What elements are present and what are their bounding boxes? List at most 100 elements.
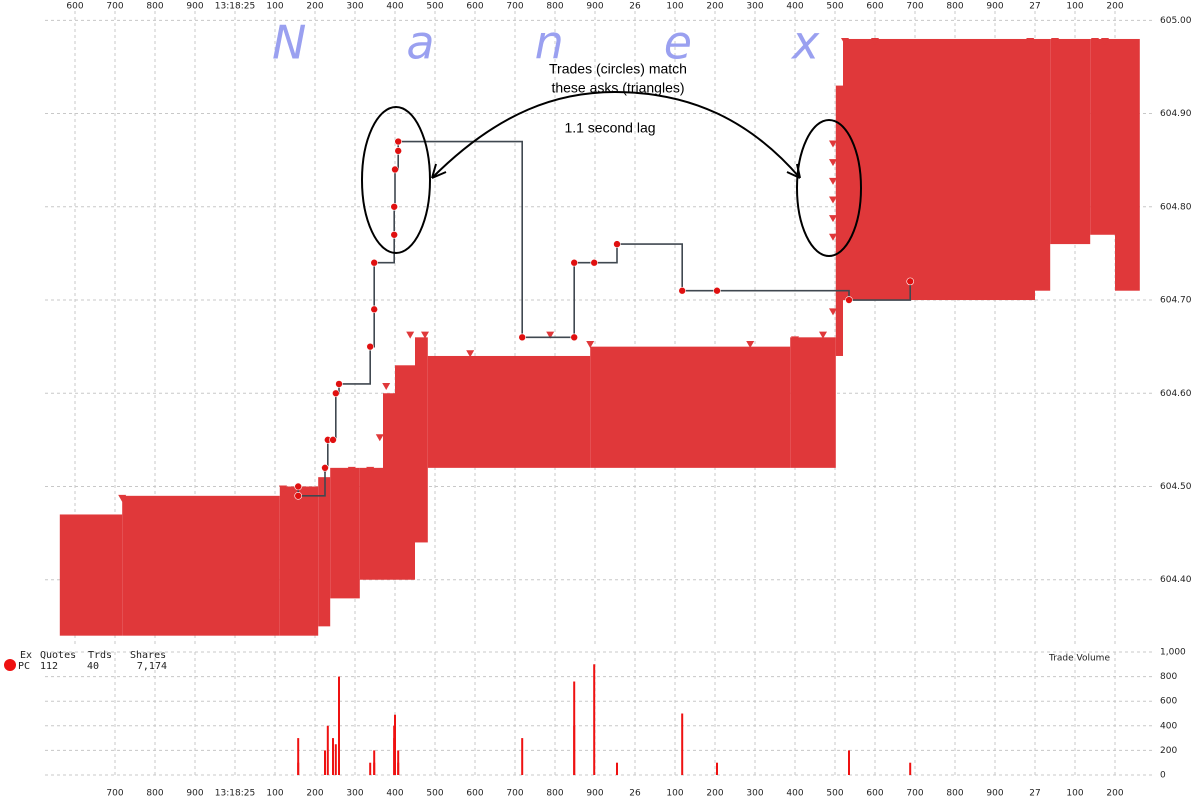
volume-bar [297, 762, 300, 775]
x-tick-label: 200 [1106, 2, 1123, 12]
x-tick-label: 600 [466, 789, 483, 799]
trade [321, 464, 329, 472]
ask-marker [1051, 37, 1059, 45]
exchange-dot [4, 659, 16, 671]
y-tick-label: 605.00 [1160, 16, 1192, 26]
ask-marker [382, 382, 391, 390]
x-tick-label: 500 [826, 2, 843, 12]
data-layer [59, 37, 1140, 775]
x-tick-label: 500 [426, 789, 443, 799]
y-tick-label: 400 [1160, 721, 1177, 731]
trade [335, 380, 343, 388]
volume-bar [397, 762, 400, 775]
volume-title: Trade Volume [1048, 654, 1110, 664]
annotation-text: Trades (circles) match [549, 61, 687, 77]
x-tick-label: 13:18:25 [215, 789, 255, 799]
trade [394, 137, 403, 146]
x-tick-label: 600 [466, 2, 483, 12]
ask-marker [366, 466, 375, 474]
y-tick-label: 604.80 [1160, 202, 1192, 212]
x-tick-label: 700 [106, 2, 123, 12]
x-tick-label: 27 [1029, 789, 1040, 799]
lag-arrow [431, 90, 801, 179]
x-tick-label: 600 [66, 2, 83, 12]
quote-spread [590, 346, 791, 468]
annotation-text: 1.1 second lag [564, 120, 655, 136]
x-tick-label: 27 [1029, 2, 1040, 12]
volume-bar [394, 714, 396, 775]
x-tick-label: 100 [1066, 789, 1083, 799]
x-tick-label: 800 [146, 789, 163, 799]
stats-cell: 112 [40, 661, 58, 672]
trade [390, 202, 399, 211]
x-tick-label: 26 [629, 789, 641, 799]
ellipse-asks [796, 119, 862, 257]
y-tick-label: 604.70 [1160, 296, 1192, 306]
x-tick-label: 800 [546, 789, 563, 799]
ask-marker [829, 308, 837, 316]
volume-bar [848, 750, 850, 775]
x-tick-label: 100 [666, 789, 683, 799]
y-tick-label: 604.50 [1160, 482, 1192, 492]
quote-spread [1050, 38, 1091, 245]
trade [370, 305, 379, 314]
x-tick-label: 400 [386, 2, 403, 12]
quote-spread [790, 337, 836, 468]
x-tick-label: 400 [386, 789, 403, 799]
x-tick-label: 100 [266, 789, 283, 799]
ask-marker [1026, 37, 1035, 45]
ask-marker [466, 350, 475, 358]
x-tick-label: 700 [506, 2, 523, 12]
trade [713, 286, 721, 295]
x-tick-label: 700 [906, 789, 923, 799]
volume-bar [573, 725, 576, 775]
x-tick-label: 200 [306, 2, 323, 12]
quote-spread [1115, 38, 1140, 291]
trade [613, 240, 621, 248]
ask-marker [118, 494, 127, 502]
ask-marker [586, 340, 595, 348]
x-tick-label: 500 [826, 789, 843, 799]
volume-bar [616, 762, 618, 775]
ask-marker [1091, 37, 1099, 45]
trade [518, 333, 527, 342]
volume-bar [338, 676, 340, 775]
volume-bar [324, 750, 326, 775]
trade [570, 258, 579, 267]
ask-marker [829, 159, 837, 167]
volume-bar [369, 762, 372, 775]
x-tick-label: 400 [786, 2, 803, 12]
quote-spread [330, 467, 360, 599]
stats-header: Ex [20, 650, 32, 661]
y-tick-label: 604.40 [1160, 575, 1192, 585]
x-tick-label: 200 [1106, 789, 1123, 799]
watermark: Nanex [272, 16, 919, 70]
arrow-head [786, 163, 801, 179]
x-tick-label: 400 [786, 789, 803, 799]
ask-marker [829, 196, 837, 204]
quote-spread [1090, 38, 1115, 235]
quote-spread [279, 486, 319, 636]
x-tick-label: 900 [186, 2, 203, 12]
x-tick-label: 300 [746, 2, 763, 12]
quote-spread [395, 365, 415, 580]
x-tick-label: 900 [186, 789, 203, 799]
x-tick-label: 800 [946, 789, 963, 799]
volume-bar [332, 738, 334, 775]
x-tick-label: 600 [866, 789, 883, 799]
ask-marker [829, 233, 837, 241]
x-tick-label: 100 [266, 2, 283, 12]
quote-spread [318, 477, 331, 627]
volume-bar [326, 725, 329, 775]
y-tick-label: 604.90 [1160, 109, 1192, 119]
y-tick-label: 200 [1160, 746, 1177, 756]
x-tick-label: 300 [346, 2, 363, 12]
trade [331, 389, 340, 398]
stats-cell: 40 [87, 661, 99, 672]
y-tick-label: 800 [1160, 672, 1177, 682]
ask-marker [829, 177, 837, 185]
trade [678, 286, 687, 295]
ask-marker [546, 331, 555, 339]
stats-header: Trds [88, 650, 112, 661]
